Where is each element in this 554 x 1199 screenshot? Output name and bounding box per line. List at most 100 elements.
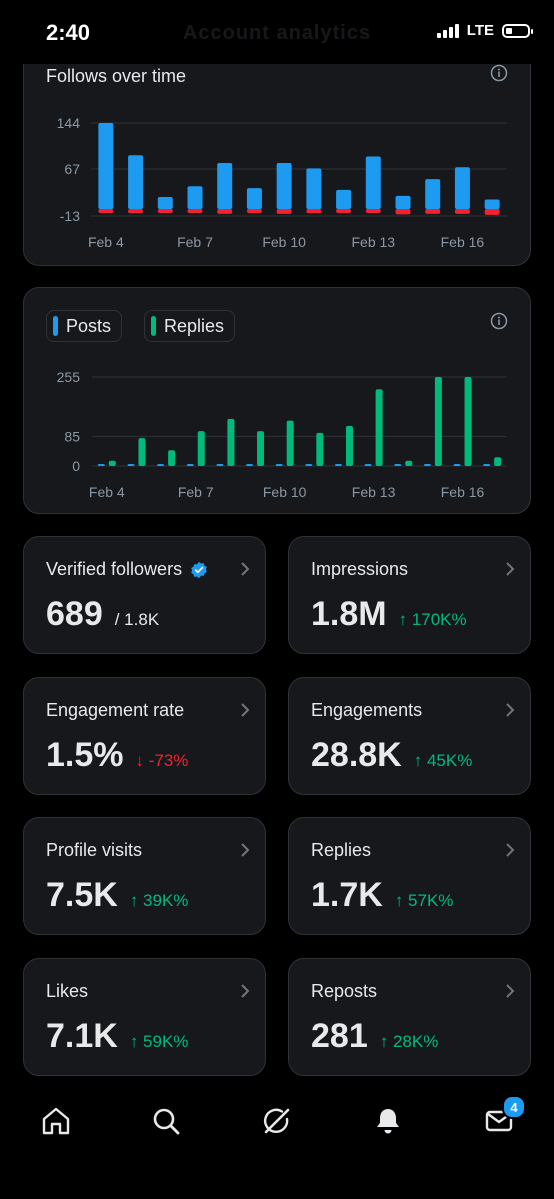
x-tick-label: Feb 13 [352,484,396,500]
bar-series-1[interactable] [365,209,381,213]
bar-posts[interactable] [364,464,372,466]
chevron-right-icon [241,843,250,857]
legend-posts[interactable]: Posts [46,310,123,342]
nav-search[interactable] [149,1104,183,1138]
bar-posts[interactable] [127,464,135,466]
replies-card[interactable]: Replies 1.7K ↑ 57K% [288,817,531,935]
legend-posts-label: Posts [66,315,112,336]
engagements-change: ↑ 45K% [413,751,473,770]
bar-replies[interactable] [108,460,116,466]
stat-values: 689 / 1.8K [46,595,159,634]
bar-series-0[interactable] [187,186,203,209]
bar-series-0[interactable] [306,168,322,209]
bar-series-0[interactable] [395,195,411,209]
bar-series-1[interactable] [98,209,114,213]
bar-series-0[interactable] [454,167,470,209]
info-icon[interactable] [490,64,508,82]
bar-series-0[interactable] [425,179,441,209]
nav-grok[interactable] [260,1104,294,1138]
chevron-right-icon [241,984,250,998]
bar-replies[interactable] [345,425,353,466]
bar-series-1[interactable] [187,209,203,213]
bar-series-1[interactable] [306,209,322,214]
bar-replies[interactable] [316,432,324,466]
bar-series-1[interactable] [157,209,173,213]
bar-posts[interactable] [453,464,461,466]
bar-posts[interactable] [186,464,194,466]
engagements-label: Engagements [311,700,423,720]
bar-series-0[interactable] [246,188,262,209]
bar-series-1[interactable] [425,209,441,214]
bar-posts[interactable] [157,464,165,466]
bar-replies[interactable] [375,389,383,466]
profile-visits-label: Profile visits [46,840,143,860]
bar-posts[interactable] [305,464,313,466]
reposts-label: Reposts [311,981,378,1001]
chevron-right-icon [241,562,250,576]
bar-series-0[interactable] [336,189,352,209]
nav-notifications[interactable] [371,1104,405,1138]
chevron-right-icon [506,843,515,857]
bar-posts[interactable] [423,464,431,466]
bar-replies[interactable] [168,450,176,466]
chevron-right-icon [506,562,515,576]
bar-replies[interactable] [227,418,235,466]
bar-replies[interactable] [464,377,472,466]
verified-followers-card[interactable]: Verified followers 689 / 1.8K [23,536,266,654]
bar-posts[interactable] [97,464,105,466]
page-title: Account analytics [182,22,372,44]
bar-series-1[interactable] [217,209,233,214]
x-tick-label: Feb 10 [263,484,307,500]
bar-posts[interactable] [334,464,342,466]
bar-replies[interactable] [405,460,413,466]
replies-label: Replies [311,840,372,860]
bar-posts[interactable] [275,464,283,466]
replies-swatch [151,316,157,336]
bar-series-1[interactable] [276,209,292,214]
y-tick-label: 67 [64,161,80,177]
bar-series-1[interactable] [246,209,262,213]
stat-values: 1.7K ↑ 57K% [311,876,453,915]
bar-series-0[interactable] [98,123,114,209]
bar-replies[interactable] [434,377,442,466]
nav-home[interactable] [39,1104,73,1138]
bar-series-0[interactable] [365,156,381,209]
bar-series-0[interactable] [157,197,173,209]
legend-replies[interactable]: Replies [144,310,236,342]
bar-series-1[interactable] [128,209,144,214]
bar-series-1[interactable] [395,209,411,215]
bar-replies[interactable] [286,420,294,466]
bar-series-0[interactable] [276,163,292,209]
engagement-rate-card[interactable]: Engagement rate 1.5% ↓ -73% [23,677,266,795]
bar-posts[interactable] [483,464,491,466]
bar-series-1[interactable] [336,209,352,213]
reposts-card[interactable]: Reposts 281 ↑ 28K% [288,958,531,1076]
cellular-signal-icon [436,23,459,38]
status-time: 2:40 [46,20,91,45]
follows-chart: 144 67 -13 Feb 4 Feb 7 Feb 10 Feb 13 Feb 16 [57,115,507,250]
bar-series-0[interactable] [217,163,233,209]
bar-replies[interactable] [138,438,146,466]
status-indicators: LTE [436,22,533,39]
bar-series-0[interactable] [128,155,144,209]
bar-replies[interactable] [197,431,205,466]
engagements-card[interactable]: Engagements 28.8K ↑ 45K% [288,677,531,795]
nav-messages[interactable]: 4 [482,1095,526,1138]
info-icon[interactable] [490,312,508,330]
bar-series-0[interactable] [484,199,500,209]
bar-posts[interactable] [394,464,402,466]
bar-replies[interactable] [257,431,265,466]
profile-visits-card[interactable]: Profile visits 7.5K ↑ 39K% [23,817,266,935]
bar-replies[interactable] [494,457,502,466]
x-tick-label: Feb 7 [178,484,214,500]
bar-posts[interactable] [216,464,224,466]
bar-series-1[interactable] [484,209,500,215]
legend-replies-label: Replies [164,315,225,336]
impressions-card[interactable]: Impressions 1.8M ↑ 170K% [288,536,531,654]
bar-posts[interactable] [246,464,254,466]
battery-icon [502,23,533,38]
home-icon [42,1107,70,1135]
likes-card[interactable]: Likes 7.1K ↑ 59K% [23,958,266,1076]
x-tick-label: Feb 4 [88,234,124,250]
bar-series-1[interactable] [454,209,470,214]
